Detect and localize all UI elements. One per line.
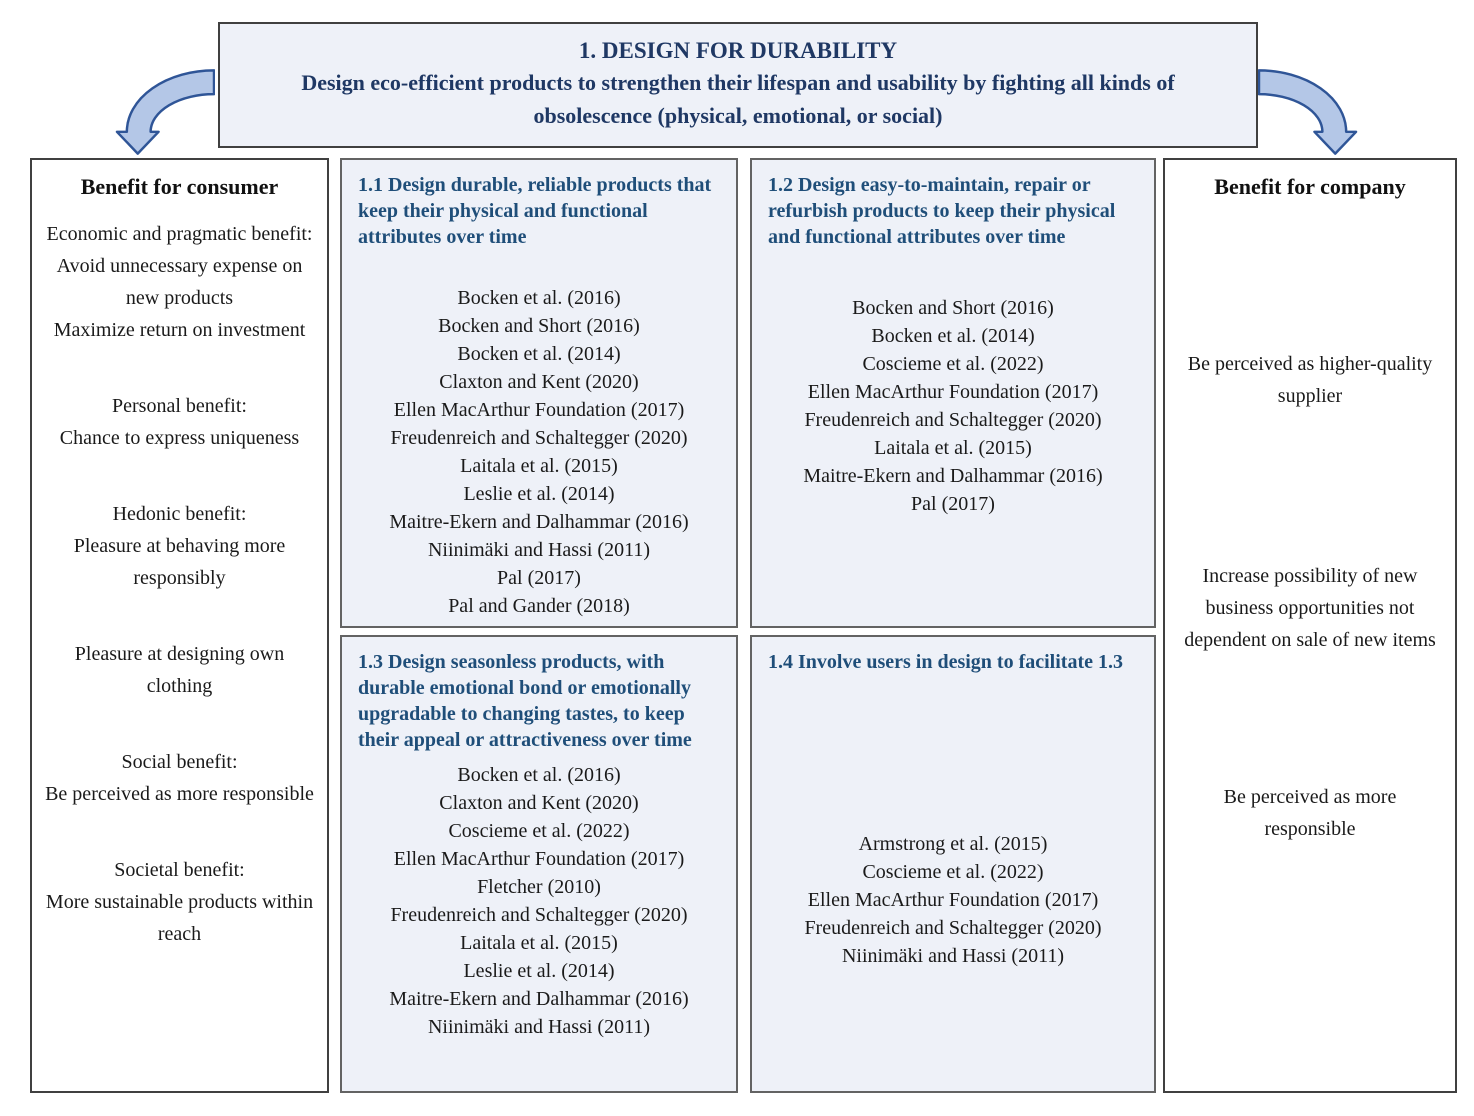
citation: Freudenreich and Schaltegger (2020) xyxy=(804,409,1102,431)
citation: Bocken et al. (2014) xyxy=(871,325,1035,347)
strategy-1-3-title: 1.3 Design seasonless products, with dur… xyxy=(358,651,692,751)
strategy-header-description: Design eco-efficient products to strengt… xyxy=(301,70,1175,128)
citation: Niinimäki and Hassi (2011) xyxy=(427,1016,650,1038)
citation: Freudenreich and Schaltegger (2020) xyxy=(390,427,688,449)
strategy-1-2-title: 1.2 Design easy-to-maintain, repair or r… xyxy=(768,174,1116,248)
strategy-1-1-citation-list: Bocken et al. (2016) Bocken and Short (20… xyxy=(358,284,720,620)
company-benefit-more-responsible: Be perceived as more responsible xyxy=(1223,786,1397,840)
citation: Maitre-Ekern and Dalhammar (2016) xyxy=(389,511,689,533)
citation: Bocken et al. (2014) xyxy=(457,343,621,365)
citation: Pal (2017) xyxy=(497,567,581,589)
citation: Fletcher (2010) xyxy=(477,876,601,898)
curved-arrow-down-right-icon xyxy=(1258,69,1358,155)
citation: Pal (2017) xyxy=(911,493,995,515)
strategy-1-4-citation-list: Armstrong et al. (2015) Coscieme et al. (… xyxy=(768,830,1138,970)
citation: Armstrong et al. (2015) xyxy=(858,833,1048,855)
citation: Leslie et al. (2014) xyxy=(463,483,615,505)
strategy-1-3-citation-list: Bocken et al. (2016) Claxton and Kent (20… xyxy=(358,761,720,1041)
company-benefits-panel: Benefit for company Be perceived as high… xyxy=(1163,158,1457,1093)
citation: Freudenreich and Schaltegger (2020) xyxy=(804,917,1102,939)
citation: Maitre-Ekern and Dalhammar (2016) xyxy=(803,465,1103,487)
citation: Coscieme et al. (2022) xyxy=(862,861,1044,883)
strategy-1-1-title: 1.1 Design durable, reliable products th… xyxy=(358,174,712,248)
citation: Niinimäki and Hassi (2011) xyxy=(427,539,650,561)
citation: Claxton and Kent (2020) xyxy=(439,792,639,814)
citation: Maitre-Ekern and Dalhammar (2016) xyxy=(389,988,689,1010)
consumer-benefit-social: Social benefit: Be perceived as more res… xyxy=(45,751,314,805)
consumer-benefit-personal: Personal benefit: Chance to express uniq… xyxy=(59,395,300,449)
citation: Freudenreich and Schaltegger (2020) xyxy=(390,904,688,926)
citation: Ellen MacArthur Foundation (2017) xyxy=(807,381,1099,403)
company-benefit-higher-quality: Be perceived as higher-quality supplier xyxy=(1187,353,1433,407)
citation: Coscieme et al. (2022) xyxy=(448,820,630,842)
consumer-benefits-panel: Benefit for consumer Economic and pragma… xyxy=(30,158,329,1093)
strategy-header-box: 1. DESIGN FOR DURABILITY Design eco-effi… xyxy=(218,22,1258,148)
consumer-benefit-design-own-clothing: Pleasure at designing own clothing xyxy=(74,643,285,697)
strategy-box-1-2: 1.2 Design easy-to-maintain, repair or r… xyxy=(750,158,1156,628)
citation: Laitala et al. (2015) xyxy=(874,437,1032,459)
citation: Bocken et al. (2016) xyxy=(457,287,621,309)
citation: Ellen MacArthur Foundation (2017) xyxy=(393,399,685,421)
citation: Coscieme et al. (2022) xyxy=(862,353,1044,375)
strategy-box-1-4: 1.4 Involve users in design to facilitat… xyxy=(750,635,1156,1093)
consumer-benefit-economic: Economic and pragmatic benefit: Avoid un… xyxy=(46,223,313,341)
consumer-panel-title: Benefit for consumer xyxy=(80,174,279,199)
consumer-benefit-societal: Societal benefit: More sustainable produ… xyxy=(45,859,314,945)
citation: Laitala et al. (2015) xyxy=(460,455,618,477)
citation: Claxton and Kent (2020) xyxy=(439,371,639,393)
citation: Ellen MacArthur Foundation (2017) xyxy=(393,848,685,870)
curved-arrow-down-left-icon xyxy=(115,69,215,155)
citation: Bocken and Short (2016) xyxy=(438,315,640,337)
citation: Bocken et al. (2016) xyxy=(457,764,621,786)
citation: Ellen MacArthur Foundation (2017) xyxy=(807,889,1099,911)
citation: Leslie et al. (2014) xyxy=(463,960,615,982)
citation: Laitala et al. (2015) xyxy=(460,932,618,954)
company-benefit-new-business: Increase possibility of new business opp… xyxy=(1184,565,1436,651)
citation: Bocken and Short (2016) xyxy=(852,297,1054,319)
consumer-benefit-hedonic: Hedonic benefit: Pleasure at behaving mo… xyxy=(73,503,286,589)
citation: Pal and Gander (2018) xyxy=(448,595,630,617)
strategy-box-1-3: 1.3 Design seasonless products, with dur… xyxy=(340,635,738,1093)
strategy-box-1-1: 1.1 Design durable, reliable products th… xyxy=(340,158,738,628)
company-panel-title: Benefit for company xyxy=(1214,174,1406,199)
strategy-1-2-citation-list: Bocken and Short (2016) Bocken et al. (20… xyxy=(768,294,1138,518)
strategy-1-4-title: 1.4 Involve users in design to facilitat… xyxy=(768,651,1123,673)
strategy-header-title: 1. DESIGN FOR DURABILITY xyxy=(578,38,898,63)
citation: Niinimäki and Hassi (2011) xyxy=(841,945,1064,967)
